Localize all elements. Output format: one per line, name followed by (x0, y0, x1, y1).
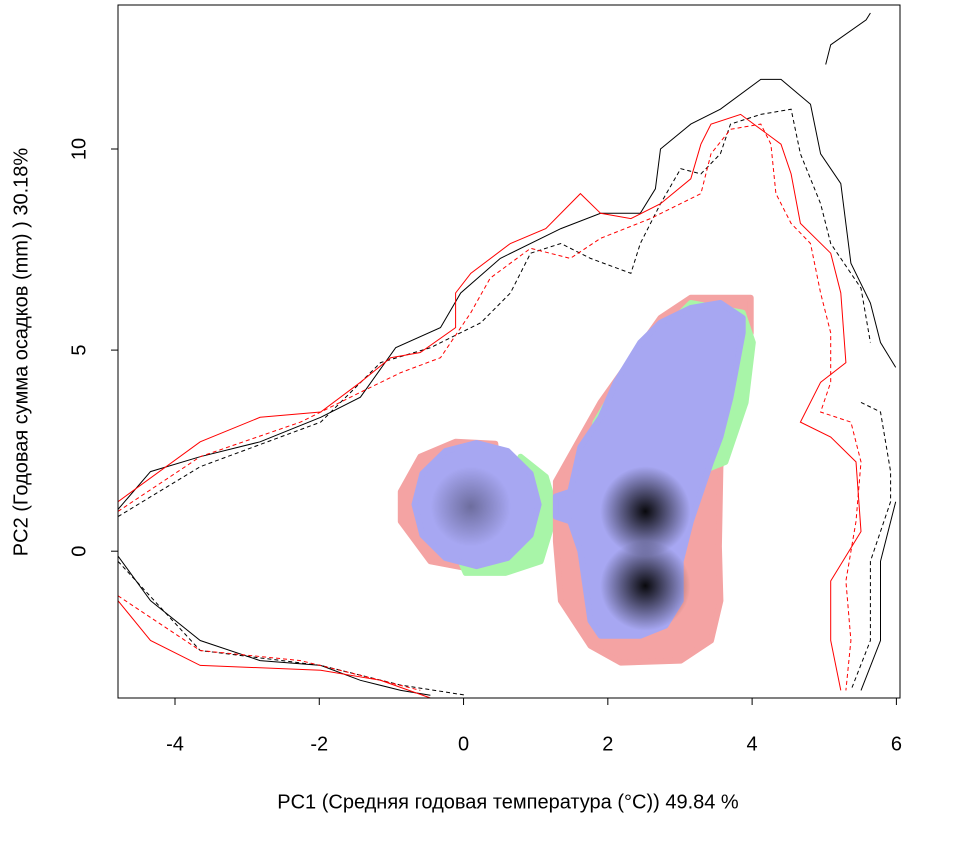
contour-line (118, 12, 897, 696)
x-tick-label: -2 (310, 733, 328, 755)
x-tick-label: 2 (602, 733, 613, 755)
x-tick-label: 4 (747, 733, 758, 755)
plot-area (118, 12, 897, 698)
contour-line (118, 108, 892, 696)
y-tick-label: 0 (68, 546, 90, 557)
plot-frame (117, 4, 901, 699)
x-tick-label: -4 (166, 733, 184, 755)
y-axis-label: PC2 (Годовая сумма осадков (mm) ) 30.18% (10, 148, 32, 557)
x-axis-label: PC1 (Средняя годовая температура (°C)) 4… (277, 791, 739, 813)
contour-line (118, 123, 862, 691)
y-tick-label: 10 (68, 138, 90, 160)
contour-line (118, 113, 862, 698)
density-peak (600, 540, 691, 631)
density-peak (600, 466, 691, 557)
y-tick-label: 5 (68, 345, 90, 356)
x-tick-label: 6 (891, 733, 902, 755)
x-tick-label: 0 (458, 733, 469, 755)
density-peak (430, 466, 511, 547)
